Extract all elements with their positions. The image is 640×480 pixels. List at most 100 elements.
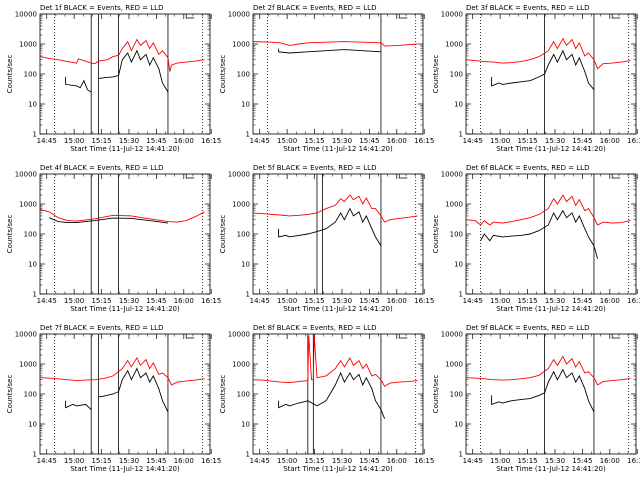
series-events	[65, 76, 92, 93]
y-tick-label: 10	[28, 261, 37, 269]
x-tick-label: 15:15	[91, 137, 111, 145]
y-tick-label: 10000	[441, 171, 463, 179]
x-tick-label: 14:45	[463, 457, 483, 465]
interval-bracket	[398, 334, 408, 339]
x-tick-label: 16:00	[174, 457, 194, 465]
series-lld	[465, 194, 631, 226]
x-tick-label: 15:15	[304, 137, 324, 145]
y-tick-label: 1000	[445, 361, 463, 369]
y-tick-label: 10	[28, 421, 37, 429]
x-tick-label: 15:00	[490, 297, 510, 305]
y-tick-label: 100	[450, 231, 463, 239]
y-tick-label: 1000	[445, 201, 463, 209]
panel-6: Det 6f BLACK = Events, RED = LLD 1 10 100 10…	[432, 164, 640, 313]
y-tick-label: 10000	[15, 331, 37, 339]
series-events	[491, 368, 595, 413]
y-tick-label: 1000	[445, 41, 463, 49]
x-axis-title: Start Time (11-Jul-12 14:41:20)	[70, 145, 180, 153]
interval-bracket	[185, 334, 195, 339]
series-lld	[39, 356, 205, 386]
x-tick-label: 16:00	[387, 137, 407, 145]
y-tick-label: 100	[450, 71, 463, 79]
y-tick-label: 1	[33, 291, 37, 299]
x-tick-label: 16:15	[414, 457, 434, 465]
x-tick-label: 15:00	[64, 457, 84, 465]
y-tick-label: 10000	[441, 11, 463, 19]
interval-bracket	[398, 14, 408, 19]
y-tick-label: 1000	[232, 361, 250, 369]
x-tick-label: 14:45	[250, 457, 270, 465]
x-tick-label: 15:15	[304, 457, 324, 465]
y-axis-title: Counts/sec	[219, 215, 227, 254]
y-tick-label: 100	[24, 391, 37, 399]
series-lld	[39, 209, 205, 223]
y-tick-label: 10	[28, 101, 37, 109]
panel-5: Det 5f BLACK = Events, RED = LLD 1 10 100 10…	[219, 164, 434, 313]
x-axis-title: Start Time (11-Jul-12 14:41:20)	[70, 465, 180, 473]
x-tick-label: 14:45	[463, 297, 483, 305]
series-lld	[252, 41, 418, 47]
x-tick-label: 16:15	[201, 457, 221, 465]
panel-title: Det 6f BLACK = Events, RED = LLD	[466, 164, 589, 172]
y-tick-label: 100	[450, 391, 463, 399]
x-tick-label: 14:45	[463, 137, 483, 145]
y-axis-title: Counts/sec	[6, 375, 14, 414]
panel-title: Det 5f BLACK = Events, RED = LLD	[253, 164, 376, 172]
x-tick-label: 15:00	[64, 137, 84, 145]
y-tick-label: 10000	[15, 11, 37, 19]
y-tick-label: 10000	[15, 171, 37, 179]
x-tick-label: 15:00	[277, 457, 297, 465]
panel-title: Det 4f BLACK = Events, RED = LLD	[40, 164, 163, 172]
series-events	[278, 371, 386, 419]
panel-title: Det 7f BLACK = Events, RED = LLD	[40, 324, 163, 332]
y-tick-label: 1000	[19, 41, 37, 49]
panel-4: Det 4f BLACK = Events, RED = LLD 1 10 100 10…	[6, 164, 221, 313]
x-tick-label: 15:45	[146, 137, 166, 145]
series-events	[98, 367, 169, 413]
y-tick-label: 10	[241, 261, 250, 269]
x-tick-label: 15:30	[332, 457, 352, 465]
x-tick-label: 14:45	[37, 297, 57, 305]
y-axis-title: Counts/sec	[219, 375, 227, 414]
panel-7: Det 7f BLACK = Events, RED = LLD 1 10 100 10…	[6, 324, 221, 473]
y-tick-label: 10000	[228, 331, 250, 339]
plot-frame	[39, 173, 211, 295]
plot-frame	[465, 13, 637, 135]
y-tick-label: 100	[24, 71, 37, 79]
interval-bracket	[611, 174, 621, 179]
y-tick-label: 100	[237, 231, 250, 239]
y-tick-label: 100	[237, 71, 250, 79]
x-tick-label: 16:00	[174, 297, 194, 305]
interval-bracket	[611, 14, 621, 19]
y-tick-label: 1	[33, 131, 37, 139]
x-tick-label: 15:45	[572, 297, 592, 305]
series-lld	[252, 335, 418, 387]
panel-3: Det 3f BLACK = Events, RED = LLD 1 10 100 10…	[432, 4, 640, 153]
series-lld	[39, 38, 205, 72]
y-tick-label: 1	[459, 131, 463, 139]
x-tick-label: 16:15	[201, 297, 221, 305]
interval-bracket	[185, 174, 195, 179]
series-events	[65, 400, 92, 411]
y-tick-label: 1	[246, 131, 250, 139]
x-tick-label: 15:30	[119, 457, 139, 465]
x-tick-label: 15:00	[64, 297, 84, 305]
x-axis-title: Start Time (11-Jul-12 14:41:20)	[496, 465, 606, 473]
x-tick-label: 15:00	[277, 297, 297, 305]
y-tick-label: 1	[459, 291, 463, 299]
x-axis-title: Start Time (11-Jul-12 14:41:20)	[496, 145, 606, 153]
x-tick-label: 15:45	[146, 457, 166, 465]
y-tick-label: 1000	[232, 201, 250, 209]
x-axis-title: Start Time (11-Jul-12 14:41:20)	[70, 305, 180, 313]
y-axis-title: Counts/sec	[432, 215, 440, 254]
y-tick-label: 1	[459, 451, 463, 459]
series-events	[480, 209, 599, 259]
interval-bracket	[398, 174, 408, 179]
series-lld	[252, 194, 418, 223]
y-tick-label: 100	[237, 391, 250, 399]
interval-bracket	[611, 334, 621, 339]
y-tick-label: 1	[246, 291, 250, 299]
x-tick-label: 16:00	[600, 297, 620, 305]
x-tick-label: 15:30	[332, 137, 352, 145]
plot-frame	[465, 333, 637, 455]
